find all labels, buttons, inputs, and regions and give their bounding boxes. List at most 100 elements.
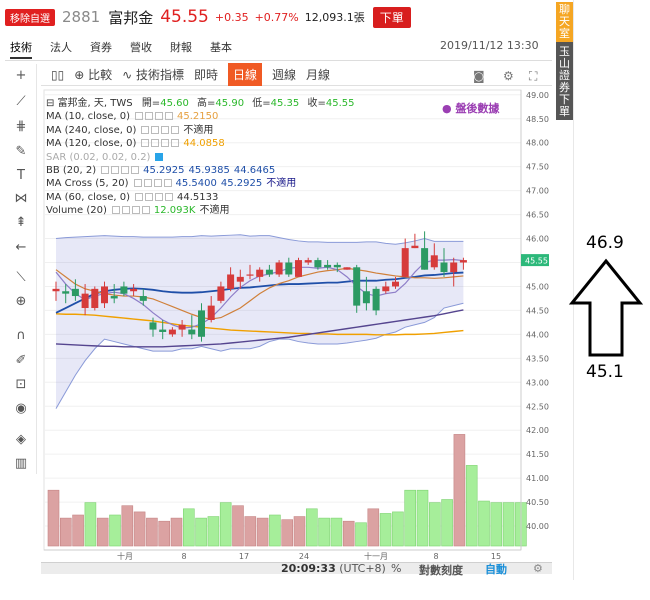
legend-row[interactable]: Volume (20) 12.093K 不適用 — [46, 204, 355, 217]
legend-control-icon[interactable] — [145, 192, 154, 201]
legend-control-icon[interactable] — [141, 139, 150, 148]
timezone-label[interactable]: (UTC+8) — [339, 562, 386, 575]
legend-control-icon[interactable] — [135, 192, 144, 201]
volume-bar — [404, 489, 417, 547]
indicators-button[interactable]: ∿ 技術指標 — [122, 68, 184, 82]
legend-control-icon[interactable] — [111, 165, 120, 174]
settings-icon[interactable]: ⚙ — [503, 69, 514, 83]
tab-financials[interactable]: 財報 — [170, 41, 192, 54]
broker-order-button[interactable]: 玉山證券下單 — [559, 45, 570, 118]
compare-button[interactable]: ⊕ 比較 — [74, 68, 113, 82]
tab-institutional[interactable]: 法人 — [50, 41, 72, 54]
scale-settings-icon[interactable]: ⚙ — [533, 562, 543, 575]
percent-toggle[interactable]: % — [391, 562, 402, 575]
legend-control-icon[interactable] — [161, 125, 170, 134]
legend-controls[interactable] — [99, 165, 140, 176]
order-button[interactable]: 下單 — [372, 6, 411, 28]
legend-value: 不適用 — [183, 124, 214, 136]
legend-control-icon[interactable] — [131, 165, 140, 174]
candle-type-icon[interactable]: ▯▯ — [51, 67, 65, 82]
volume-bar — [478, 500, 490, 547]
legend-controls[interactable] — [139, 138, 180, 149]
magnet-icon[interactable]: ∩ — [16, 328, 26, 343]
auto-scale-toggle[interactable]: 自動 — [485, 563, 507, 576]
legend-controls[interactable] — [110, 205, 150, 216]
zoom-in-icon[interactable]: ⊕ — [15, 294, 27, 309]
legend-row[interactable]: MA (10, close, 0) 45.2150 — [46, 110, 355, 123]
legend-control-icon[interactable] — [121, 165, 130, 174]
measure-icon[interactable]: ⇞ — [15, 215, 27, 230]
legend-control-icon[interactable] — [135, 112, 144, 121]
legend-controls[interactable] — [133, 192, 174, 203]
legend-row[interactable]: SAR (0.02, 0.02, 0.2) — [46, 151, 355, 164]
legend-control-icon[interactable] — [171, 125, 180, 134]
pencil-lock-icon[interactable]: ✐ — [15, 353, 27, 368]
tab-margin[interactable]: 資券 — [90, 41, 112, 54]
legend-control-icon[interactable] — [141, 125, 150, 134]
camera-icon[interactable]: ◙ — [473, 69, 485, 83]
weekly-button[interactable]: 週線 — [272, 68, 297, 82]
legend-control-icon[interactable] — [111, 206, 120, 215]
monthly-button[interactable]: 月線 — [306, 68, 331, 82]
brush-icon[interactable]: ✎ — [15, 144, 27, 159]
legend-controls[interactable] — [139, 125, 180, 136]
legend-row[interactable]: MA (120, close, 0) 44.0858 — [46, 137, 355, 150]
lock-icon[interactable]: ⊡ — [15, 377, 27, 392]
last-price: 45.55 — [160, 7, 209, 27]
legend-control-icon[interactable] — [141, 206, 150, 215]
tab-fundamentals[interactable]: 基本 — [210, 41, 232, 54]
fullscreen-icon[interactable]: ⛶ — [529, 69, 538, 83]
legend-control-icon[interactable] — [151, 125, 160, 134]
intraday-button[interactable]: 即時 — [194, 68, 219, 82]
daily-button[interactable]: 日線 — [228, 63, 263, 86]
back-arrow-icon[interactable]: ← — [15, 240, 27, 255]
trendline-icon[interactable]: ⟋ — [16, 94, 26, 109]
legend-control-icon[interactable] — [101, 165, 110, 174]
legend-control-icon[interactable] — [171, 139, 180, 148]
legend-control-icon[interactable] — [133, 179, 142, 188]
legend-control-icon[interactable] — [153, 179, 162, 188]
legend-control-icon[interactable] — [155, 112, 164, 121]
legend-control-icon[interactable] — [121, 206, 130, 215]
legend-control-icon[interactable] — [145, 112, 154, 121]
compare-label: 比較 — [88, 68, 113, 82]
legend-controls[interactable] — [132, 178, 172, 189]
legend-toggle-icon[interactable]: ⊟ — [46, 98, 58, 109]
legend-control-icon[interactable] — [131, 206, 140, 215]
legend-control-icon[interactable] — [165, 192, 174, 201]
legend-controls[interactable] — [153, 152, 164, 163]
chat-room-button[interactable]: 聊天室 — [556, 2, 573, 42]
crosshair-icon[interactable]: + — [15, 68, 27, 83]
tab-technical[interactable]: 技術 — [10, 39, 32, 59]
candle-body — [304, 260, 312, 263]
eye-icon[interactable]: ◉ — [15, 401, 27, 416]
legend-control-icon[interactable] — [161, 139, 170, 148]
pattern-icon[interactable]: ⋈ — [14, 191, 28, 206]
log-scale-toggle[interactable]: 對數刻度 — [419, 564, 463, 577]
trash-icon[interactable]: ▥ — [14, 456, 28, 471]
legend-row[interactable]: MA (60, close, 0) 44.5133 — [46, 191, 355, 204]
ma60-line — [55, 309, 464, 348]
legend-control-icon[interactable] — [143, 179, 152, 188]
chart-toolbar: ▯▯ ⊕ 比較 ∿ 技術指標 即時 日線 週線 月線 ◙ ⚙ ⛶ — [41, 63, 552, 86]
layers-icon[interactable]: ◈ — [16, 432, 26, 447]
legend-row[interactable]: MA (240, close, 0) 不適用 — [46, 124, 355, 137]
legend-control-icon[interactable] — [165, 112, 174, 121]
ruler-icon[interactable]: ⟍ — [16, 270, 26, 285]
legend-row[interactable]: BB (20, 2) 45.2925 45.9385 44.6465 — [46, 164, 355, 177]
y-tick-label: 46.50 — [526, 211, 549, 220]
legend-control-icon[interactable] — [155, 152, 164, 161]
legend-controls[interactable] — [133, 111, 174, 122]
legend-control-icon[interactable] — [155, 192, 164, 201]
text-icon[interactable]: T — [17, 168, 25, 183]
legend-control-icon[interactable] — [151, 139, 160, 148]
legend-row[interactable]: MA Cross (5, 20) 45.5400 45.2925 不適用 — [46, 177, 355, 190]
remove-watchlist-button[interactable]: 移除自選 — [5, 8, 55, 26]
stock-name: 富邦金 — [108, 8, 154, 27]
fib-icon[interactable]: ⋕ — [15, 119, 27, 134]
candle-body — [130, 288, 138, 292]
y-tick-label: 42.00 — [526, 426, 549, 435]
tab-revenue[interactable]: 營收 — [130, 41, 152, 54]
legend-control-icon[interactable] — [163, 179, 172, 188]
